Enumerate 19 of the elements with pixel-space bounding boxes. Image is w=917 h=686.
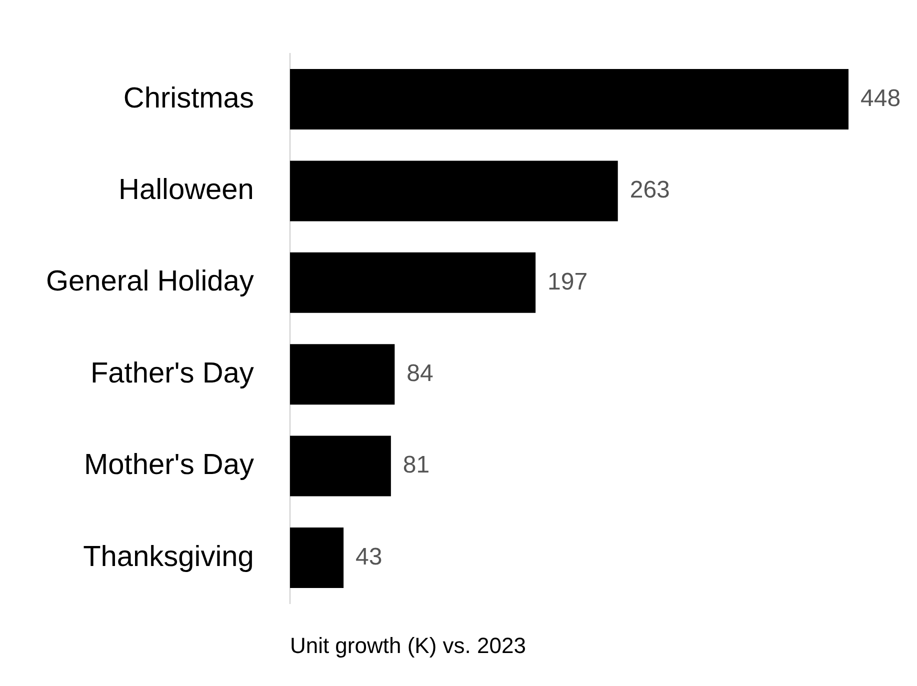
data-label: 197: [548, 268, 588, 296]
data-label: 43: [356, 543, 382, 570]
y-tick-label: Christmas: [123, 82, 254, 114]
data-label: 263: [630, 176, 670, 204]
y-tick-label: Father's Day: [90, 357, 254, 390]
bar: [290, 68, 849, 130]
bar: [290, 527, 344, 588]
data-label: 84: [406, 360, 434, 387]
y-tick-label: Mother's Day: [84, 449, 254, 482]
bar: [290, 252, 536, 313]
data-label: 448: [860, 84, 901, 112]
x-axis-title: Unit growth (K) vs. 2023: [290, 632, 526, 658]
y-tick-label: General Holiday: [46, 266, 254, 298]
bar: [290, 344, 395, 405]
bar: [290, 436, 391, 496]
bar: [290, 160, 618, 222]
y-tick-label: Halloween: [118, 174, 254, 206]
data-label: 81: [402, 452, 430, 479]
y-tick-label: Thanksgiving: [83, 540, 254, 573]
